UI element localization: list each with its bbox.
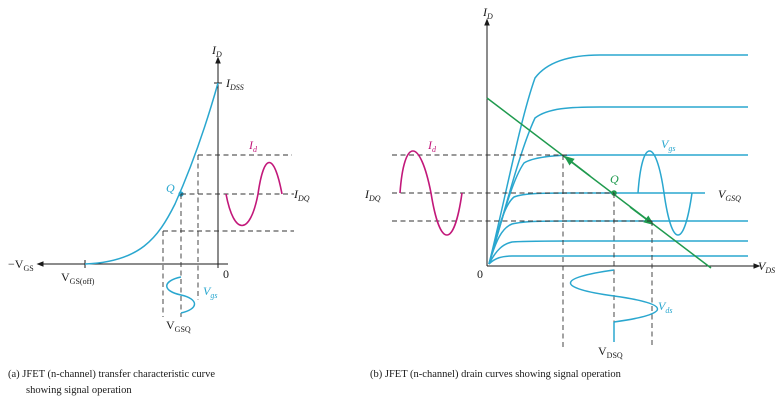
drain-curve-family [488, 54, 748, 265]
transfer-curve [84, 82, 219, 265]
left-id-axis-label: ID [211, 43, 222, 59]
drain-curve-6 [488, 240, 748, 265]
right-idq-label: IDQ [364, 187, 381, 203]
left-vgsq-label: VGSQ [166, 318, 191, 334]
right-vdsq-label: VDSQ [598, 344, 623, 360]
vgs-off-label: VGS(off) [61, 270, 95, 286]
load-line-arrow-up [563, 155, 591, 177]
right-id-signal [399, 150, 463, 236]
caption-a-line1: (a) JFET (n-channel) transfer characteri… [8, 369, 215, 380]
left-zero-label: 0 [223, 267, 229, 281]
right-id-signal-label: Id [427, 138, 437, 154]
right-zero-label: 0 [477, 267, 483, 281]
right-q-label: Q [610, 172, 619, 186]
left-vgs-signal-label: Vgs [203, 284, 217, 300]
neg-vgs-label: −VGS [8, 257, 34, 273]
left-id-signal-label: Id [248, 138, 258, 154]
left-vgs-signal [166, 276, 196, 314]
caption-b: (b) JFET (n-channel) drain curves showin… [370, 369, 622, 380]
right-vds-signal-label: Vds [658, 299, 672, 315]
drain-curve-1 [488, 54, 748, 265]
right-vgs-signal-label: Vgs [661, 137, 675, 153]
load-line-arrow-down [629, 206, 655, 226]
load-line [486, 97, 712, 269]
right-vds-signal [569, 269, 659, 323]
right-vgsq-label: VGSQ [718, 187, 741, 203]
drain-curves-panel: ID VDS 0 Q Id IDQ Vgs VGSQ Vds VDSQ (b) … [364, 5, 775, 380]
right-id-axis-label: ID [482, 5, 493, 21]
left-idq-label: IDQ [293, 187, 310, 203]
left-id-signal [225, 161, 283, 227]
drain-curve-7 [488, 255, 748, 265]
left-q-label: Q [166, 181, 175, 195]
idss-label: IDSS [225, 76, 244, 92]
right-vgs-signal [637, 150, 693, 236]
caption-a-line2: showing signal operation [26, 385, 132, 396]
right-vds-axis-label: VDS [758, 259, 775, 275]
drain-curve-5 [488, 220, 748, 265]
transfer-characteristic-panel: ID IDSS −VGS VGS(off) 0 Q Id IDQ Vgs VGS… [8, 43, 310, 396]
